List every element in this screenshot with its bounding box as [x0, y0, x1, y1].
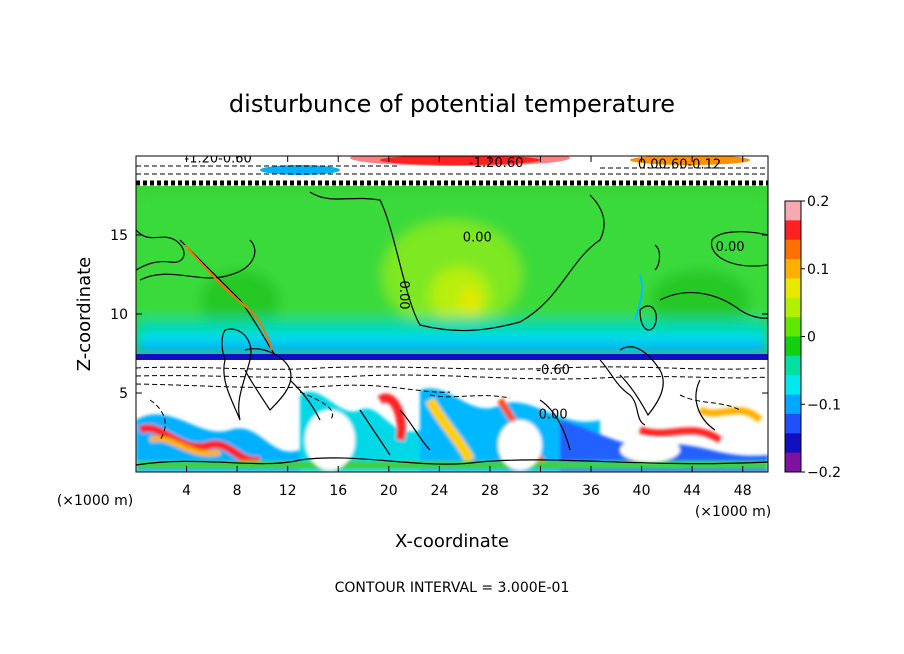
- heatmap-field: [136, 156, 768, 472]
- x-tick-label: 24: [430, 483, 448, 499]
- x-tick-label: 20: [380, 483, 398, 499]
- colorbar-swatch: [785, 278, 801, 299]
- colorbar-swatch: [785, 220, 801, 241]
- x-tick-label: 40: [633, 483, 651, 499]
- contour-label: 0.00.60-0.12: [638, 158, 721, 173]
- x-axis-title: X-coordinate: [395, 531, 509, 552]
- x-tick-label: 48: [734, 483, 752, 499]
- y-tick-label: 15: [110, 228, 128, 244]
- contour-label: 0.00: [396, 281, 411, 310]
- y-axis: 5 10 15: [110, 228, 768, 402]
- colorbar-swatch: [785, 317, 801, 337]
- y-tick-label: 10: [110, 307, 128, 323]
- colorbar-swatch: [785, 433, 801, 454]
- colorbar-swatch: [785, 259, 801, 279]
- contour-interval-note: CONTOUR INTERVAL = 3.000E-01: [335, 580, 570, 596]
- contour-label: -0.60: [536, 363, 570, 378]
- colorbar-swatch: [785, 355, 801, 376]
- x-unit-label-right: (×1000 m): [695, 504, 771, 520]
- y-tick-label: 5: [119, 386, 128, 402]
- colorbar-tick-label: 0.2: [807, 194, 829, 210]
- contour-label: -1.20-0.60: [185, 151, 252, 166]
- colorbar: 0.2 0.1 0 −0.1 −0.2: [784, 194, 841, 481]
- y-unit-label-left: (×1000 m): [57, 493, 133, 509]
- colorbar-swatch: [785, 375, 801, 396]
- x-tick-label: 12: [279, 483, 297, 499]
- colorbar-swatch: [785, 413, 801, 434]
- contour-label-layer: 0.00 0.00 0.00 0.00 -0.60 -1.20-0.60 -1.20.60 0…: [185, 151, 745, 422]
- colorbar-swatch: [785, 394, 801, 415]
- x-tick-label: 36: [582, 483, 600, 499]
- colorbar-tick-label: 0.1: [807, 262, 829, 278]
- x-tick-label: 4: [182, 483, 191, 499]
- x-tick-label: 8: [233, 483, 242, 499]
- contour-label: 0.00: [539, 407, 568, 422]
- colorbar-swatch: [785, 297, 801, 318]
- contour-label: 0.00: [463, 230, 492, 245]
- colorbar-swatch: [785, 336, 801, 357]
- colorbar-tick-label: 0: [807, 330, 816, 346]
- contour-label: -1.20.60: [469, 156, 523, 171]
- x-axis: 4 8 12 16 20 24 28 32 36 40 44 48: [182, 156, 752, 499]
- colorbar-tick-label: −0.2: [807, 465, 841, 481]
- colorbar-swatch: [785, 201, 801, 221]
- chart-title: disturbunce of potential temperature: [229, 90, 675, 118]
- y-axis-title: Z-coordinate: [74, 257, 95, 372]
- x-tick-label: 16: [329, 483, 347, 499]
- x-tick-label: 32: [532, 483, 550, 499]
- x-tick-label: 28: [481, 483, 499, 499]
- x-tick-label: 44: [683, 483, 701, 499]
- colorbar-swatch: [785, 239, 801, 260]
- colorbar-tick-label: −0.1: [807, 397, 841, 413]
- contour-label: 0.00: [716, 240, 745, 255]
- colorbar-swatch: [785, 452, 801, 473]
